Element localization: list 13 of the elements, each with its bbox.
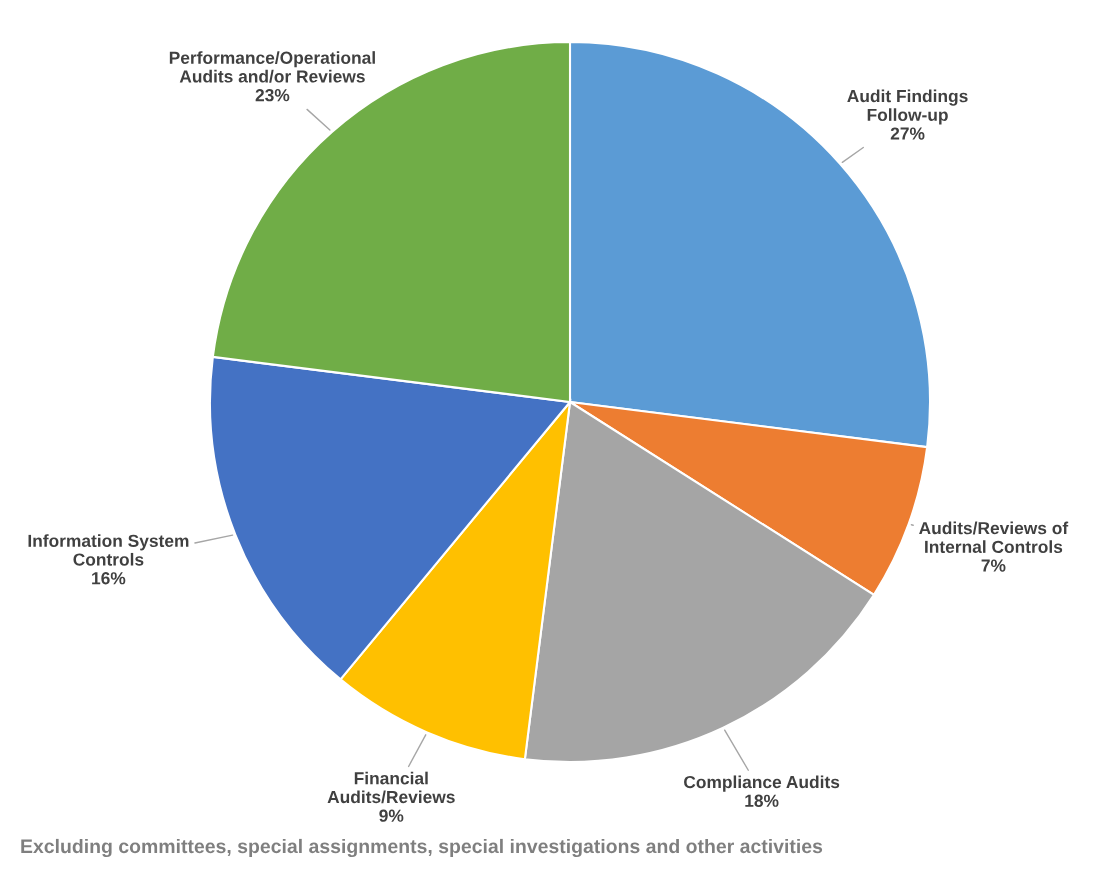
slice-label: Audits/Reviews of Internal Controls [919, 521, 1069, 553]
data-label: 9% [379, 809, 404, 822]
data-label: 18% [745, 794, 779, 807]
data-label: 23% [255, 89, 290, 102]
data-label: 27% [890, 127, 925, 140]
slice-label: Performance/Operational Audits and/or Reviews [169, 51, 375, 83]
slice-label: Audit Findings Follow-up [847, 89, 968, 125]
slice-label: Information System Controls [28, 534, 189, 566]
data-label: 16% [92, 572, 126, 585]
slice-label: Financial Audits/Reviews [327, 771, 455, 804]
data-label: 7% [981, 559, 1006, 572]
text: Excluding committees, special assignments, special investigations and other activities [21, 838, 823, 858]
slice-label: Compliance Audits [684, 775, 840, 792]
